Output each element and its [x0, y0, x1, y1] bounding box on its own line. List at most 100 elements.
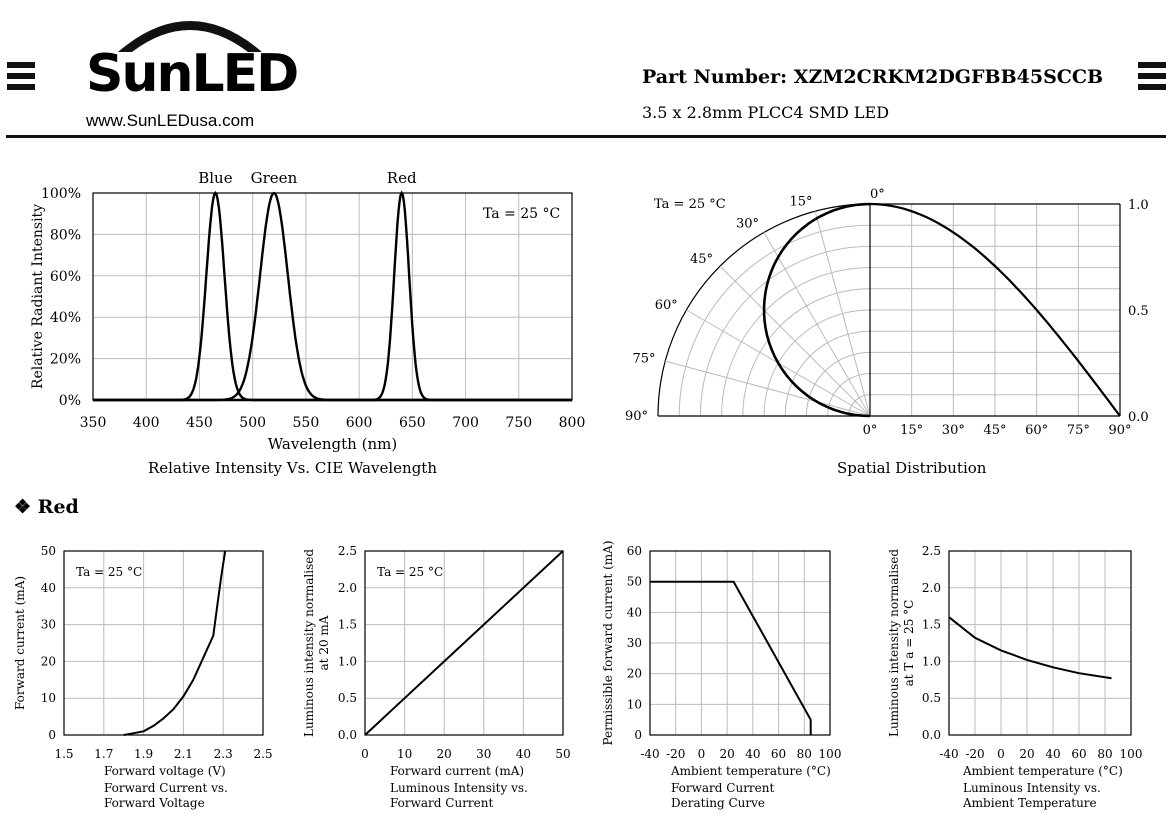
chart-caption: Forward Current — [671, 781, 775, 795]
x-tick-label: 60 — [1071, 747, 1086, 761]
x-tick-label: -40 — [640, 747, 659, 761]
part-description: 3.5 x 2.8mm PLCC4 SMD LED — [642, 103, 890, 122]
x-tick-label: 20 — [1019, 747, 1034, 761]
y-tick-label: 40% — [50, 310, 81, 326]
x-axis-label: Ambient temperature (°C) — [962, 764, 1123, 778]
x-tick-label: 40 — [516, 747, 531, 761]
x-tick-label: 30 — [476, 747, 491, 761]
y-tick-label: 2.5 — [338, 544, 357, 558]
angle-label: 75° — [633, 352, 656, 367]
annotation-ta: Ta = 25 °C — [76, 565, 142, 579]
y-tick-label: 0.5 — [922, 691, 941, 705]
y-tick-label: 1.5 — [922, 618, 941, 632]
x-tick-label: 1.9 — [134, 747, 153, 761]
annotation-ta: Ta = 25 °C — [654, 197, 726, 212]
y-axis-label: at 20 mA — [317, 615, 331, 670]
y-tick-label: 10 — [627, 697, 642, 711]
x-tick-label: 100 — [1120, 747, 1143, 761]
angle-label: 15° — [789, 195, 812, 210]
derating-chart: -40 -20 0 20 40 60 80 100 0 10 20 30 40 50 60 Ambient t… — [601, 540, 842, 810]
right-bars-icon — [1138, 62, 1166, 95]
x-tick-label: 100 — [819, 747, 842, 761]
polar-spoke — [665, 360, 871, 417]
x-tick-label: 10 — [397, 747, 412, 761]
x-tick-label: 2.3 — [214, 747, 233, 761]
spectrum-chart: 350 400 450 500 550 600 650 700 750 800 0% 20% 40% 60… — [30, 169, 586, 453]
plot-frame — [63, 550, 264, 736]
header-divider — [6, 135, 1166, 138]
y-tick-label: 2.0 — [338, 581, 357, 595]
y-tick-label: 80% — [50, 227, 81, 243]
data-line — [123, 550, 227, 736]
polar-curve — [762, 202, 871, 418]
y-tick-label: 0% — [59, 393, 81, 409]
y-tick-label: 1.5 — [338, 618, 357, 632]
x-tick-label: 700 — [452, 415, 479, 431]
x-tick-label: 450 — [186, 415, 213, 431]
x-tick-label: 75° — [1067, 423, 1090, 438]
right-tick-label: 1.0 — [1128, 198, 1149, 213]
x-tick-label: 1.7 — [94, 747, 113, 761]
angle-label: 0° — [870, 187, 885, 202]
right-tick-label: 0.0 — [1128, 410, 1149, 425]
plot-frame — [364, 550, 564, 736]
chart-caption: Forward Current — [390, 796, 494, 810]
x-tick-label: 2.5 — [253, 747, 272, 761]
legend-label-blue: Blue — [198, 169, 232, 187]
x-tick-label: 40 — [1045, 747, 1060, 761]
x-axis-label: Forward current (mA) — [390, 764, 524, 778]
x-tick-label: 1.5 — [54, 747, 73, 761]
x-tick-label: -40 — [939, 747, 958, 761]
polar-spoke — [719, 265, 871, 417]
y-tick-label: 20% — [50, 352, 81, 368]
plot-frame — [948, 550, 1132, 736]
x-tick-label: 15° — [900, 423, 923, 438]
cartesian-curve — [869, 202, 1121, 417]
y-tick-label: 2.5 — [922, 544, 941, 558]
x-tick-label: 80 — [797, 747, 812, 761]
x-tick-label: 0 — [698, 747, 706, 761]
y-tick-label: 50 — [627, 575, 642, 589]
polar-spoke — [814, 211, 871, 417]
y-tick-label: 2.0 — [922, 581, 941, 595]
x-tick-label: 90° — [1108, 423, 1131, 438]
x-tick-label: 20 — [437, 747, 452, 761]
x-axis-label: Ambient temperature (°C) — [670, 764, 831, 778]
spectrum-caption: Relative Intensity Vs. CIE Wavelength — [148, 459, 437, 477]
y-tick-label: 20 — [627, 667, 642, 681]
spatial-chart: 0° 15° 30° 45° 60° 75° 90° 0° 15° 30° 45° 60° 75° 90°… — [625, 187, 1149, 438]
legend-label-green: Green — [251, 169, 298, 187]
y-tick-label: 60 — [627, 544, 642, 558]
plot-frame — [92, 192, 573, 401]
x-tick-label: 550 — [293, 415, 320, 431]
angle-label: 30° — [736, 217, 759, 232]
data-line — [364, 550, 564, 736]
annotation-ta: Ta = 25 °C — [483, 206, 560, 222]
chart-caption: Forward Current vs. — [104, 781, 228, 795]
logo-arc-icon — [118, 21, 262, 52]
y-tick-label: 50 — [41, 544, 56, 558]
x-tick-label: 800 — [559, 415, 586, 431]
x-tick-label: 650 — [399, 415, 426, 431]
y-tick-label: 60% — [50, 269, 81, 285]
x-tick-label: 0° — [863, 423, 878, 438]
y-tick-label: 0.0 — [922, 728, 941, 742]
x-tick-label: 500 — [239, 415, 266, 431]
section-title: ❖ Red — [14, 496, 79, 518]
chart-caption: Luminous Intensity vs. — [390, 781, 528, 795]
y-tick-label: 20 — [41, 654, 56, 668]
y-tick-label: 1.0 — [338, 654, 357, 668]
brand-logo: SunLED — [86, 44, 299, 104]
x-tick-label: 350 — [80, 415, 107, 431]
y-tick-label: 10 — [41, 691, 56, 705]
x-tick-label: 2.1 — [174, 747, 193, 761]
x-tick-label: 0 — [361, 747, 369, 761]
y-tick-label: 1.0 — [922, 654, 941, 668]
chart-caption: Forward Voltage — [104, 796, 205, 810]
y-tick-label: 40 — [41, 581, 56, 595]
y-axis-label: at T a = 25 °C — [902, 600, 916, 687]
y-axis-label: Permissible forward current (mA) — [601, 540, 615, 745]
chart-caption: Derating Curve — [671, 796, 765, 810]
x-tick-label: 45° — [983, 423, 1006, 438]
brand-url: www.SunLEDusa.com — [86, 111, 255, 130]
